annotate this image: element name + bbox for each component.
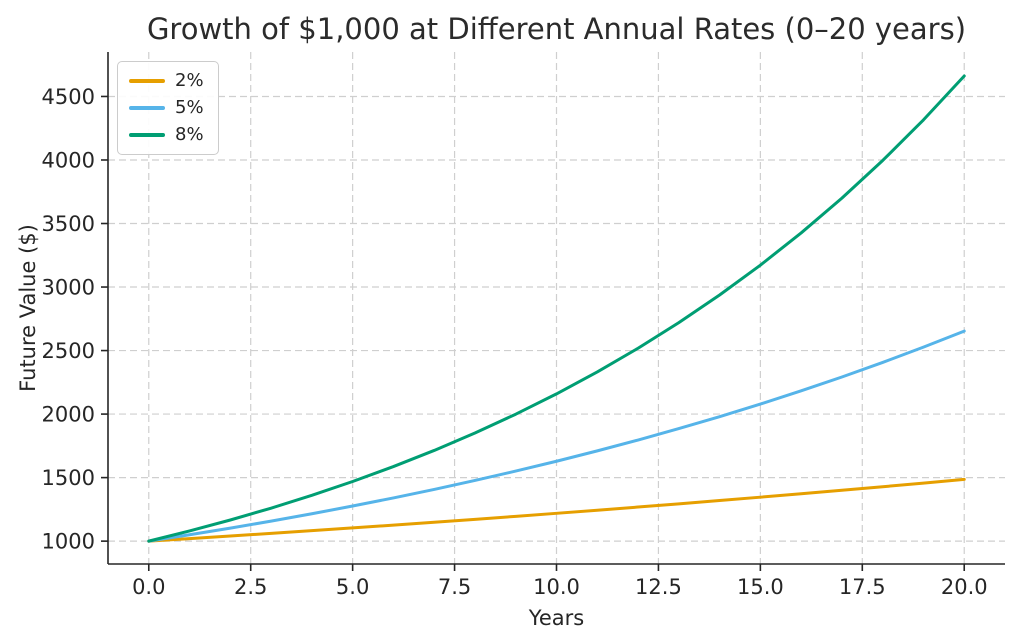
y-tick-label: 2000 (42, 403, 95, 427)
x-tick-label: 15.0 (737, 575, 784, 599)
legend-item-2pct: 2% (129, 72, 204, 90)
x-tick-label: 17.5 (839, 575, 886, 599)
chart-title: Growth of $1,000 at Different Annual Rat… (146, 12, 967, 46)
y-axis-label: Future Value ($) (16, 224, 40, 392)
legend-swatch-2pct (129, 79, 165, 83)
legend-label-8pct: 8% (175, 124, 204, 145)
legend-item-8pct: 8% (129, 126, 204, 144)
y-tick-label: 3500 (42, 212, 95, 236)
x-tick-label: 0.0 (132, 575, 165, 599)
series-line-5pct (147, 329, 966, 543)
y-tick-label: 3000 (42, 276, 95, 300)
legend-item-5pct: 5% (129, 99, 204, 117)
x-tick-label: 20.0 (941, 575, 988, 599)
series-line-8pct (147, 74, 966, 543)
x-tick-label: 5.0 (336, 575, 369, 599)
legend-swatch-5pct (129, 106, 165, 110)
x-tick-label: 7.5 (438, 575, 471, 599)
y-tick-label: 2500 (42, 339, 95, 363)
legend-swatch-8pct (129, 133, 165, 137)
legend-label-2pct: 2% (175, 70, 204, 91)
x-tick-label: 2.5 (234, 575, 267, 599)
y-tick-label: 1000 (42, 530, 95, 554)
x-tick-label: 12.5 (635, 575, 682, 599)
x-axis-label: Years (528, 606, 585, 630)
series-line-2pct (147, 477, 966, 543)
y-tick-label: 1500 (42, 466, 95, 490)
y-tick-label: 4500 (42, 85, 95, 109)
legend-label-5pct: 5% (175, 97, 204, 118)
y-tick-label: 4000 (42, 148, 95, 172)
legend: 2% 5% 8% (117, 61, 219, 155)
x-tick-label: 10.0 (533, 575, 580, 599)
